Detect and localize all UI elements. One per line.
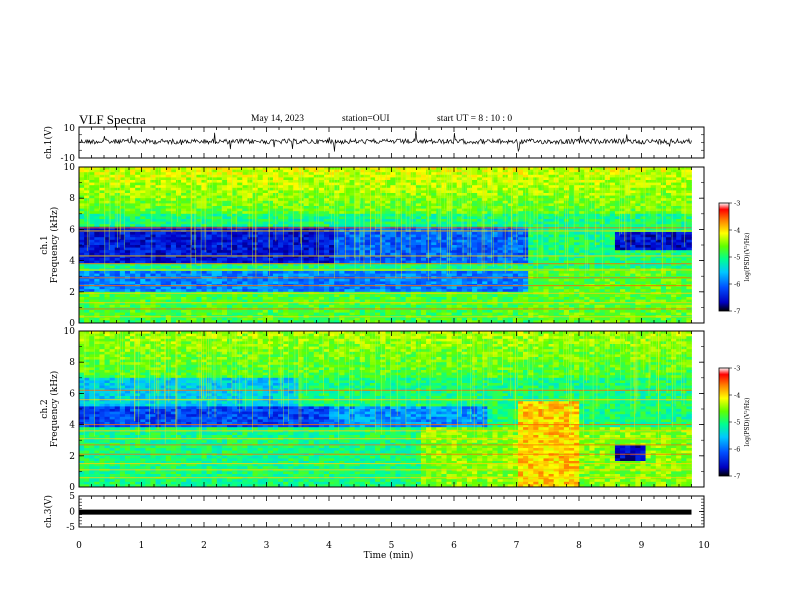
colorbar-label: log(PSD)(V²/Hz) (744, 233, 751, 282)
y-tick-label: 10 (64, 124, 76, 134)
ch2-y-axis-label: Frequency (kHz) (49, 371, 60, 448)
y-tick-label: 2 (69, 452, 75, 462)
y-tick-label: 0 (69, 508, 75, 518)
y-tick-label: 8 (69, 358, 75, 368)
colorbar-tick-label: -3 (734, 365, 740, 373)
ch1-spectrogram-image (79, 167, 692, 324)
y-tick-label: 6 (69, 225, 75, 235)
colorbar-tick-label: -5 (734, 419, 740, 427)
x-tick-label: 8 (576, 541, 582, 551)
y-tick-label: 0 (69, 483, 75, 493)
y-tick-label: -10 (61, 154, 76, 164)
colorbar-tick-label: -5 (734, 254, 740, 262)
x-tick-label: 9 (639, 541, 645, 551)
colorbar-tick-label: -7 (734, 473, 740, 481)
y-tick-label: 8 (69, 194, 75, 204)
y-tick-label: 4 (69, 257, 75, 267)
x-tick-label: 4 (326, 541, 332, 551)
y-tick-label: 5 (69, 492, 75, 502)
x-tick-label: 0 (76, 541, 82, 551)
y-tick-label: 2 (69, 288, 75, 298)
x-tick-label: 2 (201, 541, 207, 551)
colorbar-tick-label: -3 (734, 200, 740, 208)
figure-title: VLF Spectra (79, 112, 146, 127)
y-tick-label: 0 (69, 319, 75, 329)
date-label: May 14, 2023 (251, 114, 305, 124)
y-tick-label: 10 (64, 327, 76, 337)
x-axis-label: Time (min) (364, 550, 414, 561)
ch3-waveform-trace (79, 509, 692, 515)
station-label: station=OUI (342, 114, 390, 124)
y-tick-label: 6 (69, 389, 75, 399)
ch1-colorbar (718, 202, 732, 312)
ch2-y-axis-label: ch.2 (40, 399, 50, 418)
colorbar-tick-label: -7 (734, 308, 740, 316)
ch2-spectrogram-image (79, 331, 692, 488)
ch1-y-axis-label: ch.1(V) (43, 126, 54, 159)
ch1-waveform-trace (78, 130, 692, 153)
ch2-colorbar (718, 367, 732, 477)
y-tick-label: 4 (69, 421, 75, 431)
ch1-y-axis-label: ch.1 (40, 235, 50, 254)
x-tick-label: 7 (514, 541, 520, 551)
x-tick-label: 5 (389, 541, 395, 551)
colorbar-label: log(PSD)(V²/Hz) (744, 398, 751, 447)
y-tick-label: 10 (64, 163, 76, 173)
colorbar-tick-label: -6 (734, 281, 740, 289)
ch1-y-axis-label: Frequency (kHz) (49, 207, 60, 284)
start-time-label: start UT = 8 : 10 : 0 (437, 114, 513, 124)
x-tick-label: 3 (264, 541, 270, 551)
colorbar-tick-label: -4 (734, 392, 740, 400)
y-tick-label: -5 (66, 523, 75, 533)
ch3-y-axis-label: ch.3(V) (43, 495, 54, 528)
x-tick-label: 1 (139, 541, 145, 551)
x-tick-label: 6 (451, 541, 457, 551)
colorbar-tick-label: -6 (734, 446, 740, 454)
colorbar-tick-label: -4 (734, 227, 740, 235)
x-tick-label: 10 (698, 541, 710, 551)
